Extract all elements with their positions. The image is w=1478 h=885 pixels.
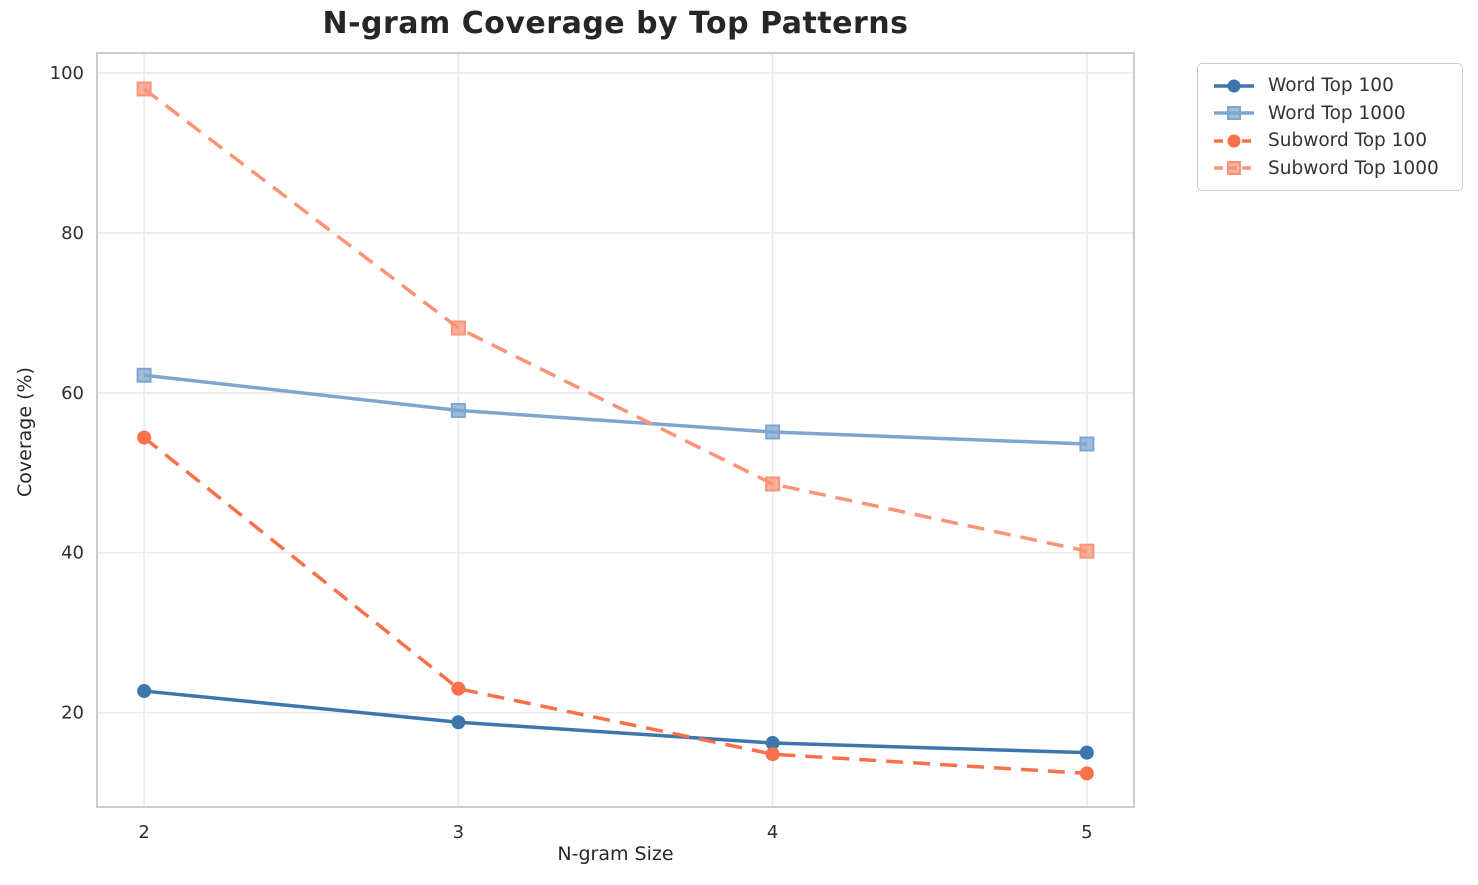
x-tick-label: 4 [767, 822, 778, 843]
legend: Word Top 100 Word Top 1000 Subword Top 100… [1197, 63, 1463, 191]
data-point-word-top-100 [137, 684, 152, 699]
y-tick-label: 80 [61, 223, 84, 244]
series-line-subword-top-1000 [143, 87, 1088, 553]
x-axis-label: N-gram Size [557, 843, 674, 865]
legend-label: Word Top 1000 [1268, 102, 1406, 124]
legend-swatch-circle-icon [1214, 134, 1254, 148]
legend-item-word-top-100: Word Top 100 [1212, 75, 1448, 96]
legend-label: Subword Top 100 [1268, 130, 1427, 152]
data-point-subword-top-100 [137, 430, 152, 445]
data-point-subword-top-100 [1079, 766, 1094, 781]
plot-border [96, 52, 1135, 808]
data-point-word-top-1000 [765, 424, 781, 440]
series-line-subword-top-100 [143, 436, 1087, 776]
legend-item-word-top-1000: Word Top 1000 [1212, 103, 1448, 124]
legend-swatch-circle-icon [1214, 79, 1254, 93]
x-tick-label: 3 [453, 822, 464, 843]
y-tick-label: 40 [61, 543, 84, 564]
data-point-word-top-1000 [450, 402, 466, 418]
y-tick-label: 100 [50, 63, 84, 84]
legend-item-subword-top-1000: Subword Top 1000 [1212, 158, 1448, 179]
data-point-subword-top-1000 [765, 476, 781, 492]
x-tick-label: 2 [138, 822, 149, 843]
chart-title: N-gram Coverage by Top Patterns [322, 6, 909, 41]
series-line-word-top-1000 [143, 373, 1087, 446]
data-point-word-top-100 [1079, 745, 1094, 760]
legend-label: Subword Top 1000 [1268, 157, 1439, 179]
data-point-subword-top-100 [765, 747, 780, 762]
legend-item-subword-top-100: Subword Top 100 [1212, 130, 1448, 151]
y-tick-label: 20 [61, 703, 84, 724]
data-point-subword-top-1000 [1079, 543, 1095, 559]
data-point-subword-top-1000 [450, 320, 466, 336]
legend-swatch-square-icon [1214, 106, 1254, 121]
y-tick-label: 60 [61, 383, 84, 404]
x-tick-label: 5 [1081, 822, 1092, 843]
data-point-word-top-1000 [136, 367, 152, 383]
legend-label: Word Top 100 [1268, 75, 1394, 97]
data-point-word-top-1000 [1079, 436, 1095, 452]
legend-swatch-square-icon [1214, 161, 1254, 176]
series-line-word-top-100 [143, 689, 1087, 755]
data-point-word-top-100 [451, 715, 466, 730]
y-axis-label: Coverage (%) [14, 367, 36, 497]
data-point-subword-top-100 [451, 681, 466, 696]
data-point-subword-top-1000 [136, 81, 152, 97]
data-point-word-top-100 [765, 736, 780, 751]
